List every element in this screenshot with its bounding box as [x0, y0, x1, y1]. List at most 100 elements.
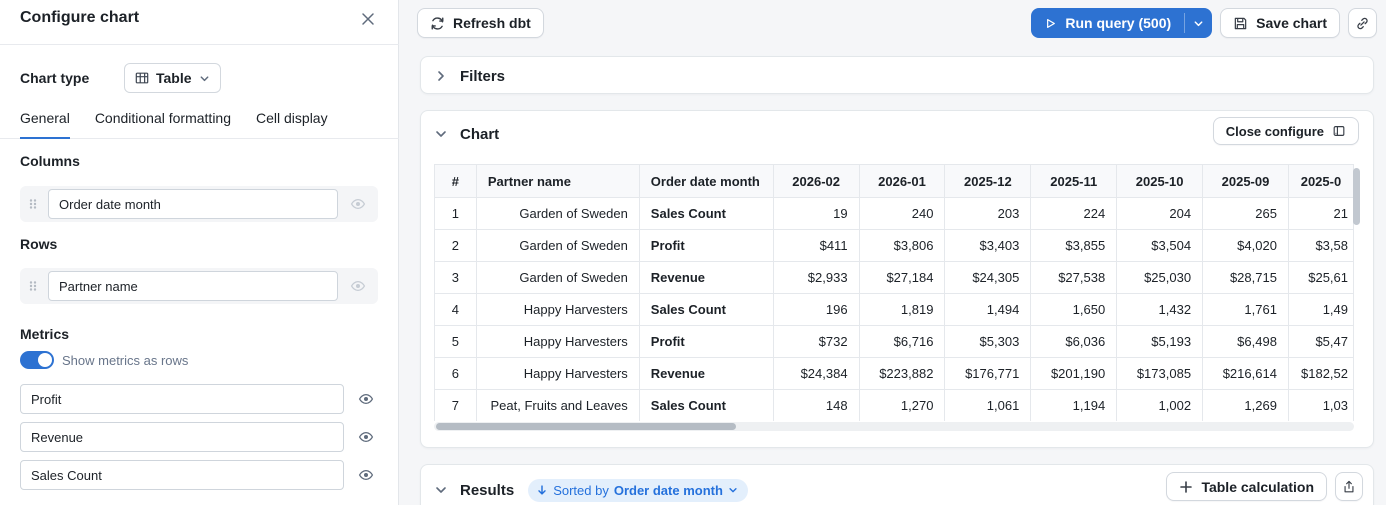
table-header-cell[interactable]: Partner name — [475, 164, 640, 198]
table-cell: $6,498 — [1202, 325, 1289, 358]
table-cell: 203 — [944, 197, 1032, 230]
eye-icon[interactable] — [346, 274, 370, 298]
drag-handle-icon[interactable] — [26, 278, 40, 294]
table-cell: 1,432 — [1116, 293, 1204, 326]
table-header-cell[interactable]: 2025-10 — [1116, 164, 1204, 198]
sorted-by-badge[interactable]: Sorted by Order date month — [528, 478, 748, 502]
table-cell: 1,194 — [1030, 389, 1118, 421]
table-cell: 1,002 — [1116, 389, 1204, 421]
panel-icon — [1332, 124, 1346, 138]
rows-field-row — [20, 268, 378, 304]
eye-icon[interactable] — [354, 425, 378, 449]
toolbar-right: Run query (500) Save chart — [1031, 8, 1377, 38]
table-header-cell[interactable]: 2025-12 — [944, 164, 1032, 198]
share-icon — [1342, 480, 1356, 494]
table-header-cell[interactable]: 2026-02 — [772, 164, 860, 198]
table-cell: $3,504 — [1116, 229, 1204, 262]
columns-field-input[interactable] — [48, 189, 338, 219]
chart-type-select[interactable]: Table — [124, 63, 221, 93]
filters-header[interactable]: Filters — [421, 57, 1373, 95]
vertical-scrollbar[interactable] — [1353, 168, 1360, 225]
table-cell: Sales Count — [638, 389, 774, 421]
table-calculation-button[interactable]: Table calculation — [1166, 472, 1327, 501]
play-icon — [1044, 17, 1057, 30]
eye-icon[interactable] — [354, 463, 378, 487]
toggle-label: Show metrics as rows — [62, 352, 189, 368]
table-header-cell[interactable]: Order date month — [638, 164, 774, 198]
table-cell: 148 — [772, 389, 860, 421]
results-title: Results — [460, 481, 515, 499]
chevron-down-icon[interactable] — [434, 483, 448, 497]
horizontal-scrollbar[interactable] — [434, 422, 1354, 431]
filters-title: Filters — [460, 67, 506, 85]
run-query-button[interactable]: Run query (500) — [1031, 8, 1184, 38]
table-cell: 3 — [434, 261, 477, 294]
close-icon — [361, 12, 375, 26]
refresh-dbt-button[interactable]: Refresh dbt — [417, 8, 544, 38]
chart-section: Chart Close configure # Partner name Order… — [420, 110, 1374, 448]
chevron-down-icon — [199, 73, 210, 84]
save-chart-label: Save chart — [1256, 15, 1327, 31]
main-area: Refresh dbt Run query (500) — [399, 0, 1386, 505]
chart-type-label: Chart type — [20, 70, 90, 86]
close-panel-button[interactable] — [356, 7, 380, 31]
metrics-toggle-row: Show metrics as rows — [20, 351, 188, 369]
table-header-cell[interactable]: 2025-09 — [1202, 164, 1289, 198]
tab-cell-display[interactable]: Cell display — [256, 110, 328, 139]
chart-title: Chart — [460, 125, 500, 143]
table-cell: $201,190 — [1030, 357, 1118, 390]
chart-header[interactable]: Chart — [421, 111, 1373, 151]
table-cell: $3,855 — [1030, 229, 1118, 262]
table-header-cell[interactable]: 2025-0 — [1287, 164, 1354, 198]
table-cell: 1,494 — [944, 293, 1032, 326]
results-header[interactable]: Results Sorted by Order date month — [421, 465, 1373, 505]
eye-icon[interactable] — [346, 192, 370, 216]
copy-link-button[interactable] — [1348, 8, 1377, 38]
table-cell: Garden of Sweden — [475, 261, 640, 294]
table-icon — [135, 71, 149, 85]
table-cell: 265 — [1202, 197, 1289, 230]
table-cell: Sales Count — [638, 197, 774, 230]
table-cell: 2 — [434, 229, 477, 262]
close-configure-button[interactable]: Close configure — [1212, 117, 1359, 145]
tab-general[interactable]: General — [20, 110, 70, 139]
chevron-right-icon[interactable] — [434, 69, 448, 83]
table-cell: 1,270 — [858, 389, 946, 421]
show-metrics-as-rows-toggle[interactable] — [20, 351, 54, 369]
table-header-row: # Partner name Order date month 2026-02 2026… — [434, 164, 1354, 198]
chevron-down-icon[interactable] — [434, 127, 448, 141]
table-cell: Happy Harvesters — [475, 357, 640, 390]
pivot-table-wrapper: # Partner name Order date month 2026-02 2026… — [434, 164, 1354, 421]
tab-conditional-formatting[interactable]: Conditional formatting — [95, 110, 231, 139]
metric-input-sales-count[interactable] — [20, 460, 344, 490]
table-cell: $5,193 — [1116, 325, 1204, 358]
table-header-cell[interactable]: # — [434, 164, 477, 198]
export-button[interactable] — [1335, 472, 1363, 501]
sorted-by-prefix: Sorted by — [553, 482, 609, 498]
table-cell: 1,061 — [944, 389, 1032, 421]
columns-label: Columns — [20, 153, 80, 169]
eye-icon[interactable] — [354, 387, 378, 411]
table-cell: $411 — [772, 229, 860, 262]
save-chart-button[interactable]: Save chart — [1220, 8, 1340, 38]
table-cell: 1,761 — [1202, 293, 1289, 326]
table-cell: 196 — [772, 293, 860, 326]
table-cell: $4,020 — [1202, 229, 1289, 262]
table-header-cell[interactable]: 2025-11 — [1030, 164, 1118, 198]
rows-field-input[interactable] — [48, 271, 338, 301]
table-cell: $176,771 — [944, 357, 1032, 390]
run-query-dropdown[interactable] — [1185, 8, 1212, 38]
drag-handle-icon[interactable] — [26, 196, 40, 212]
refresh-icon — [430, 16, 445, 31]
table-cell: $3,403 — [944, 229, 1032, 262]
save-icon — [1233, 16, 1248, 31]
metric-input-revenue[interactable] — [20, 422, 344, 452]
table-cell: 1,819 — [858, 293, 946, 326]
panel-title: Configure chart — [20, 9, 140, 26]
columns-field-row — [20, 186, 378, 222]
metric-input-profit[interactable] — [20, 384, 344, 414]
scrollbar-thumb[interactable] — [436, 423, 736, 430]
close-configure-label: Close configure — [1225, 123, 1324, 139]
table-cell: 240 — [858, 197, 946, 230]
table-header-cell[interactable]: 2026-01 — [858, 164, 946, 198]
